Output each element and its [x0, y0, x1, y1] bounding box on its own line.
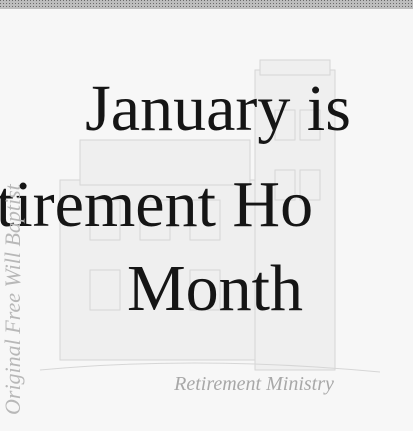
caption: Retirement Ministry — [173, 373, 334, 395]
heading-line: tirement Ho — [0, 168, 313, 241]
document-scan: January is tirement Ho Month Retirement … — [0, 0, 413, 431]
heading-line: Month — [127, 252, 303, 325]
top-border — [0, 0, 413, 9]
side-text: Original Free Will Baptist — [0, 183, 25, 415]
heading-line: January is — [85, 72, 351, 145]
page: January is tirement Ho Month Retirement … — [0, 0, 413, 431]
